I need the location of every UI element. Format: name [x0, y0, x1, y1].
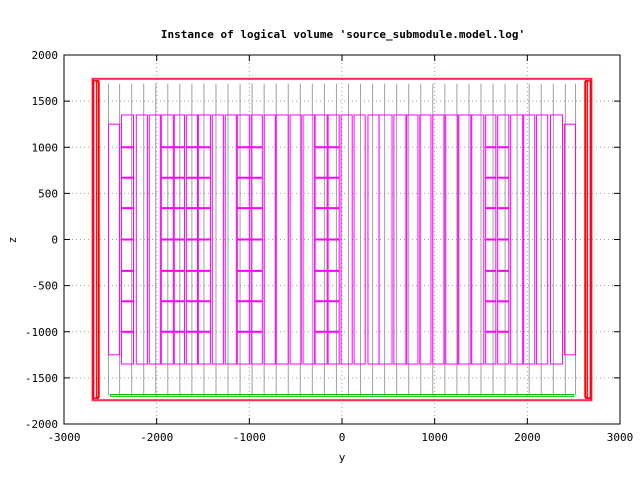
chart-title: Instance of logical volume 'source_submo…	[161, 28, 525, 41]
module-box	[340, 114, 353, 365]
y-tick-label: -1500	[25, 372, 58, 385]
data-layer	[91, 77, 593, 402]
module-box	[263, 114, 276, 365]
y-tick-label: -1000	[25, 326, 58, 339]
module-box	[550, 114, 564, 365]
module-box	[393, 114, 407, 365]
y-tick-label: -500	[32, 280, 59, 293]
module-box	[536, 114, 549, 365]
module-box	[289, 114, 302, 365]
module-box	[378, 114, 393, 365]
x-tick-label: 2000	[514, 431, 541, 444]
x-tick-label: 1000	[421, 431, 448, 444]
module-box	[275, 114, 289, 365]
x-tick-label: -1000	[233, 431, 266, 444]
grid	[64, 55, 620, 424]
module-box	[107, 123, 121, 356]
module-box	[353, 114, 366, 365]
x-tick-label: 3000	[607, 431, 634, 444]
module-box	[211, 114, 224, 365]
side-wall	[92, 80, 100, 399]
module-box	[523, 114, 536, 365]
y-tick-label: 1500	[32, 95, 59, 108]
y-tick-label: 1000	[32, 141, 59, 154]
module-box	[563, 123, 577, 356]
x-tick-label: -3000	[47, 431, 80, 444]
module-box	[432, 114, 445, 365]
ticks: -3000 -2000 -1000 0 1000 2000 3000-2000-1500-1…	[25, 49, 633, 444]
side-wall	[584, 80, 592, 399]
y-tick-label: -2000	[25, 418, 58, 431]
y-tick-label: 500	[38, 187, 58, 200]
outer-volume	[91, 77, 593, 402]
x-tick-label: -2000	[140, 431, 173, 444]
module-box	[458, 114, 472, 365]
base-plate	[109, 393, 575, 397]
module-box	[148, 114, 161, 365]
module-box	[302, 114, 315, 365]
module-box	[419, 114, 432, 365]
module-box	[445, 114, 459, 365]
module-box	[510, 114, 524, 365]
module-box	[224, 114, 237, 365]
module-box	[135, 114, 148, 365]
side-wall-inner	[95, 81, 100, 398]
x-axis-label: y	[339, 451, 346, 464]
module-box	[406, 114, 419, 365]
x-tick-label: 0	[339, 431, 346, 444]
module-box	[471, 114, 485, 365]
y-tick-label: 2000	[32, 49, 59, 62]
y-tick-label: 0	[51, 234, 58, 247]
envelope-volume	[91, 78, 593, 401]
side-wall-inner	[584, 81, 589, 398]
y-axis-label: z	[6, 237, 19, 244]
